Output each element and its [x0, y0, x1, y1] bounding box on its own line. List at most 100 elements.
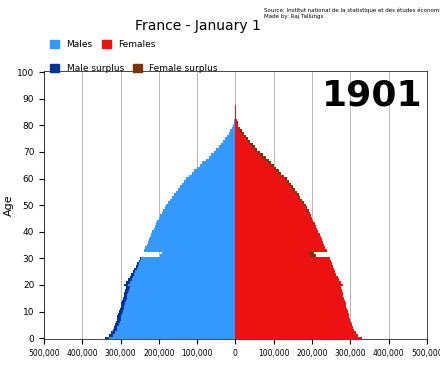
- Bar: [235, 209, 308, 212]
- Bar: [211, 153, 235, 156]
- Bar: [114, 326, 117, 329]
- Bar: [279, 172, 281, 175]
- Bar: [235, 207, 306, 209]
- Bar: [235, 220, 313, 222]
- Bar: [257, 151, 260, 153]
- Bar: [136, 270, 235, 273]
- Bar: [178, 188, 235, 191]
- Bar: [235, 169, 276, 172]
- Bar: [132, 278, 235, 281]
- Bar: [133, 276, 235, 278]
- Bar: [123, 310, 235, 313]
- Bar: [137, 262, 139, 265]
- Bar: [289, 182, 291, 185]
- Bar: [174, 193, 235, 196]
- Bar: [234, 121, 235, 124]
- Bar: [121, 305, 125, 307]
- Bar: [235, 321, 351, 323]
- Bar: [235, 137, 246, 140]
- Bar: [285, 177, 287, 180]
- Bar: [235, 313, 349, 316]
- Bar: [297, 193, 299, 196]
- Bar: [244, 135, 246, 137]
- Bar: [291, 185, 293, 188]
- Bar: [124, 307, 235, 310]
- Bar: [134, 268, 137, 270]
- Text: 1901: 1901: [323, 79, 423, 113]
- Bar: [125, 292, 128, 294]
- Bar: [219, 145, 235, 148]
- Bar: [235, 326, 353, 329]
- Bar: [235, 129, 240, 132]
- Bar: [235, 236, 321, 238]
- Bar: [240, 129, 242, 132]
- Bar: [235, 332, 356, 334]
- Bar: [235, 159, 265, 161]
- Bar: [125, 305, 235, 307]
- Bar: [160, 254, 235, 257]
- Bar: [254, 148, 257, 151]
- Bar: [139, 262, 235, 265]
- Bar: [165, 207, 235, 209]
- Bar: [235, 222, 315, 225]
- Bar: [170, 198, 235, 201]
- Bar: [126, 300, 235, 302]
- Bar: [235, 140, 248, 142]
- Bar: [130, 281, 235, 283]
- Bar: [197, 167, 235, 169]
- Bar: [216, 148, 235, 151]
- Bar: [235, 185, 291, 188]
- Bar: [111, 332, 115, 334]
- Bar: [184, 180, 235, 182]
- Bar: [235, 318, 350, 321]
- Bar: [162, 252, 235, 254]
- Bar: [116, 321, 120, 323]
- Bar: [200, 164, 235, 167]
- Bar: [113, 329, 117, 332]
- Bar: [126, 286, 130, 289]
- Bar: [235, 329, 354, 332]
- Bar: [119, 323, 235, 326]
- Bar: [152, 231, 235, 233]
- Bar: [235, 246, 325, 249]
- Bar: [246, 137, 248, 140]
- Bar: [235, 172, 279, 175]
- Bar: [115, 323, 119, 326]
- Bar: [235, 252, 309, 254]
- Bar: [138, 265, 235, 268]
- Bar: [304, 204, 306, 207]
- Bar: [287, 180, 289, 182]
- Bar: [234, 119, 235, 121]
- Bar: [235, 153, 260, 156]
- Bar: [162, 212, 235, 214]
- Bar: [163, 209, 235, 212]
- Bar: [235, 193, 297, 196]
- Bar: [311, 254, 316, 257]
- Y-axis label: Age: Age: [4, 194, 14, 216]
- Bar: [235, 300, 345, 302]
- Bar: [235, 188, 293, 191]
- Bar: [235, 270, 335, 273]
- Bar: [235, 116, 236, 119]
- Bar: [235, 191, 295, 193]
- Bar: [235, 127, 239, 129]
- Bar: [302, 201, 304, 204]
- Bar: [232, 127, 235, 129]
- Bar: [117, 329, 235, 332]
- Bar: [133, 270, 136, 273]
- Bar: [239, 127, 240, 129]
- Bar: [235, 286, 341, 289]
- Bar: [235, 119, 237, 121]
- Bar: [182, 182, 235, 185]
- Bar: [299, 196, 301, 198]
- Bar: [115, 332, 235, 334]
- Bar: [231, 129, 235, 132]
- Bar: [146, 246, 235, 249]
- Bar: [235, 249, 326, 252]
- Text: France - January 1: France - January 1: [135, 19, 261, 33]
- Bar: [235, 145, 252, 148]
- Bar: [235, 262, 332, 265]
- Bar: [121, 302, 125, 305]
- Bar: [309, 252, 314, 254]
- Bar: [192, 172, 235, 175]
